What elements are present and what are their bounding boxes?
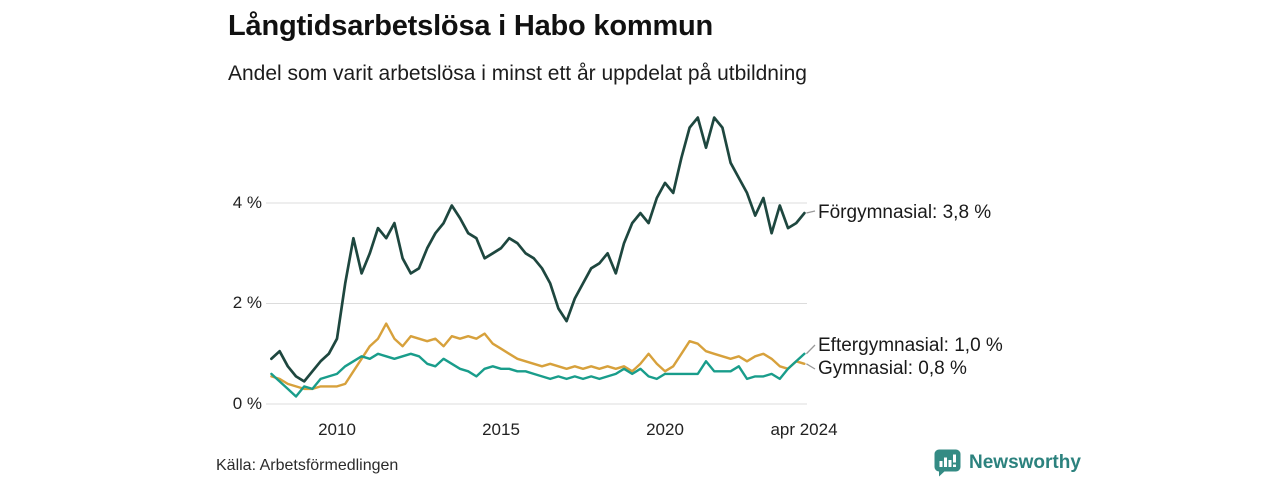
y-tick-label-2: 2 % [232, 293, 262, 312]
series-label-gymnasial: Gymnasial: 0,8 % [818, 358, 967, 379]
x-tick-label-apr-2024: apr 2024 [770, 420, 838, 439]
leader-line-eftergymnasial [805, 344, 816, 355]
x-tick-label-2015: 2015 [482, 420, 520, 439]
newsworthy-brand-text: Newsworthy [969, 452, 1081, 473]
series-label-eftergymnasial: Eftergymnasial: 1,0 % [818, 335, 1003, 356]
leader-line-förgymnasial [806, 210, 816, 214]
series-label-forgymnasial: Förgymnasial: 3,8 % [818, 202, 992, 223]
chart-title: Långtidsarbetslösa i Habo kommun [228, 10, 714, 42]
series-line-eftergymnasial [270, 352, 806, 398]
x-tick-label-2010: 2010 [318, 420, 356, 439]
newsworthy-brand: Newsworthy [934, 449, 1081, 477]
series-line-gymnasial [270, 322, 806, 391]
series-line-förgymnasial [270, 116, 806, 383]
source-attribution: Källa: Arbetsförmedlingen [216, 457, 399, 474]
y-tick-label-4: 4 % [232, 193, 262, 212]
x-tick-label-2020: 2020 [646, 420, 684, 439]
y-tick-label-0: 0 % [232, 394, 262, 413]
chart-subtitle: Andel som varit arbetslösa i minst ett å… [228, 62, 807, 85]
newsworthy-chart-bubble-icon [934, 449, 961, 477]
leader-line-gymnasial [806, 363, 816, 370]
